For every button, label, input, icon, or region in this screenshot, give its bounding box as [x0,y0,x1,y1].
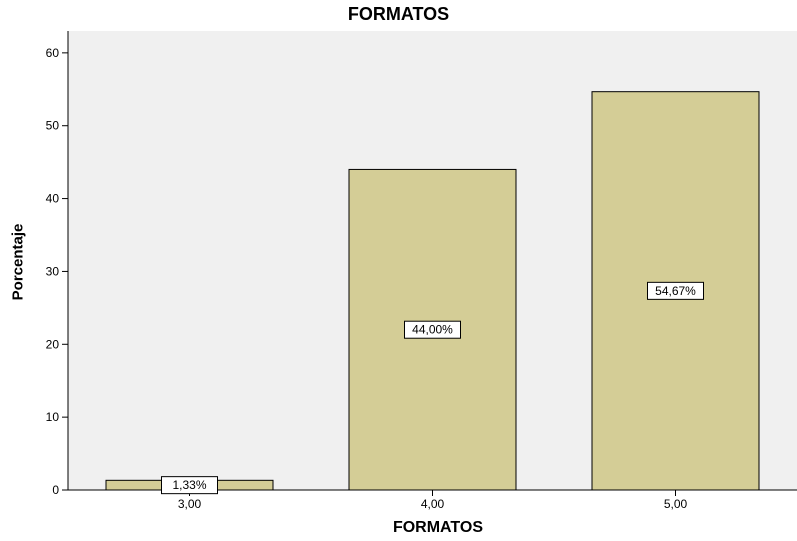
y-tick-label: 10 [46,410,60,424]
data-label-box [161,476,218,495]
y-tick-label: 30 [46,264,60,278]
data-label: 54,67% [655,284,696,298]
y-tick-label: 20 [46,337,60,351]
data-label: 1,33% [172,478,206,492]
y-tick-label: 40 [46,192,60,206]
chart-title: FORMATOS [347,4,450,24]
data-label-box [404,320,461,339]
data-label-box [647,281,704,300]
x-tick-label: 4,00 [421,497,445,511]
y-tick-label: 0 [52,483,59,497]
data-label: 44,00% [412,323,453,337]
x-tick-label: 5,00 [664,497,688,511]
x-axis-label: FORMATOS [392,519,484,536]
y-tick-label: 60 [46,46,60,60]
x-tick-label: 3,00 [178,497,202,511]
y-tick-label: 50 [46,119,60,133]
